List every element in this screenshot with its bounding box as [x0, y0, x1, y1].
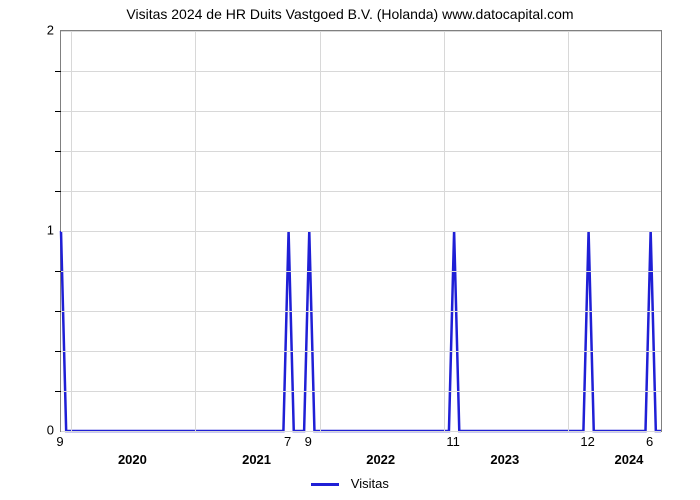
legend-label: Visitas	[351, 476, 389, 491]
x-tick-label: 6	[646, 434, 653, 449]
x-tick-label: 9	[56, 434, 63, 449]
grid-line-h	[61, 231, 661, 232]
y-tick-label: 2	[47, 23, 54, 38]
x-year-label: 2021	[242, 452, 271, 467]
x-tick-label: 11	[446, 434, 460, 449]
x-year-label: 2022	[366, 452, 395, 467]
chart-container: Visitas 2024 de HR Duits Vastgoed B.V. (…	[0, 0, 700, 500]
grid-line-h-minor	[61, 351, 661, 352]
grid-line-h-minor	[61, 271, 661, 272]
grid-line-h	[61, 31, 661, 32]
y-tick-label: 1	[47, 223, 54, 238]
grid-line-h-minor	[61, 391, 661, 392]
grid-line-h	[61, 431, 661, 432]
x-year-label: 2024	[614, 452, 643, 467]
grid-line-h-minor	[61, 151, 661, 152]
grid-line-h-minor	[61, 111, 661, 112]
x-tick-label: 12	[580, 434, 594, 449]
x-tick-label: 7	[284, 434, 291, 449]
y-tick-label: 0	[47, 423, 54, 438]
legend-swatch	[311, 483, 339, 486]
grid-line-h-minor	[61, 191, 661, 192]
grid-line-h-minor	[61, 71, 661, 72]
grid-line-h-minor	[61, 311, 661, 312]
x-year-label: 2023	[490, 452, 519, 467]
x-year-label: 2020	[118, 452, 147, 467]
x-tick-label: 9	[305, 434, 312, 449]
chart-title: Visitas 2024 de HR Duits Vastgoed B.V. (…	[0, 6, 700, 22]
legend: Visitas	[0, 476, 700, 491]
plot-area	[60, 30, 662, 432]
